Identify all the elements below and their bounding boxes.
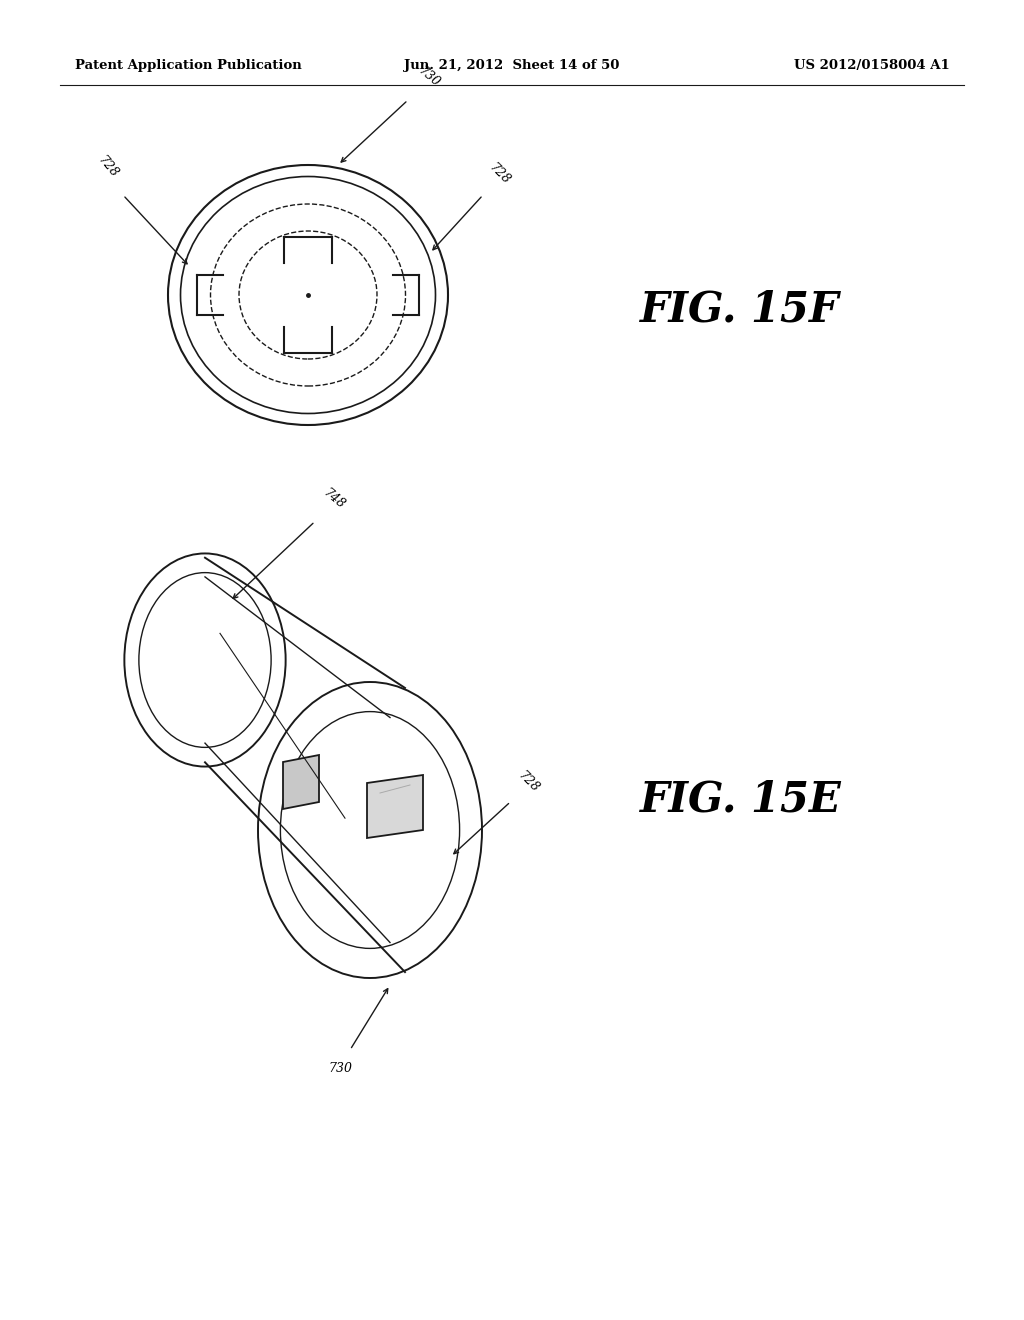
- Text: 728: 728: [486, 161, 512, 187]
- Text: US 2012/0158004 A1: US 2012/0158004 A1: [795, 58, 950, 71]
- Text: 730: 730: [416, 65, 442, 90]
- Polygon shape: [283, 755, 319, 809]
- Text: FIG. 15F: FIG. 15F: [640, 289, 840, 331]
- Text: 728: 728: [95, 153, 121, 180]
- Text: Jun. 21, 2012  Sheet 14 of 50: Jun. 21, 2012 Sheet 14 of 50: [404, 58, 620, 71]
- Text: 748: 748: [321, 486, 348, 511]
- Polygon shape: [367, 775, 423, 838]
- Text: Patent Application Publication: Patent Application Publication: [75, 58, 302, 71]
- Text: FIG. 15E: FIG. 15E: [640, 779, 842, 821]
- Text: 730: 730: [328, 1063, 352, 1074]
- Text: 728: 728: [516, 768, 542, 795]
